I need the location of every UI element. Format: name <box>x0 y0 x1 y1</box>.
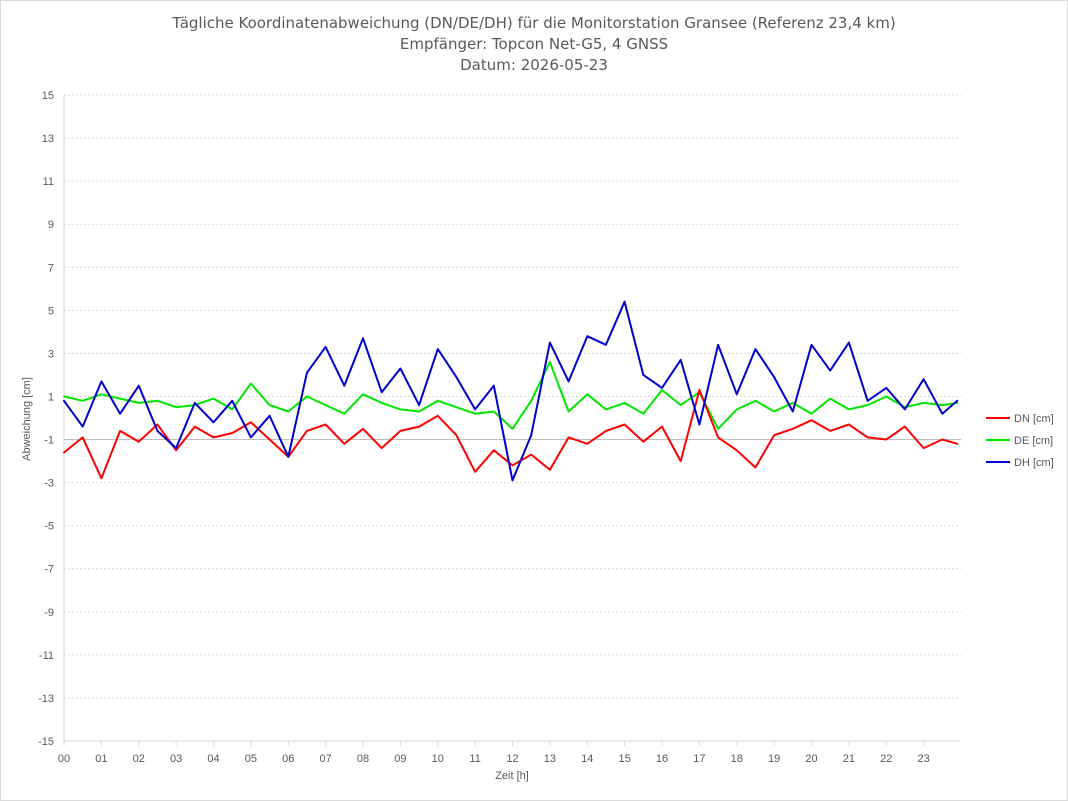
chart-title-line-1: Tägliche Koordinatenabweichung (DN/DE/DH… <box>171 14 895 32</box>
y-tick-label: -1 <box>44 435 54 447</box>
x-tick-label: 12 <box>506 753 518 765</box>
gridlines <box>63 94 961 742</box>
y-tick-label: 5 <box>48 305 54 317</box>
y-tick-label: -15 <box>38 736 54 748</box>
x-tick-label: 00 <box>58 753 70 765</box>
y-tick-label: 3 <box>48 348 54 360</box>
x-axis-ticks: 00 01 02 03 04 05 06 07 08 09 10 11 12 13 14 15 16 17 18 19… <box>58 741 930 765</box>
y-tick-label: -7 <box>44 564 54 576</box>
x-tick-label: 15 <box>619 753 631 765</box>
x-tick-label: 18 <box>731 753 743 765</box>
chart-title-line-2: Empfänger: Topcon Net-G5, 4 GNSS <box>400 35 668 53</box>
y-tick-label: -9 <box>44 607 54 619</box>
x-tick-label: 10 <box>432 753 444 765</box>
y-axis-title: Abweichung [cm] <box>21 377 33 461</box>
x-tick-label: 14 <box>581 753 593 765</box>
legend-label-de: DE [cm] <box>1014 435 1053 447</box>
x-tick-label: 19 <box>768 753 780 765</box>
x-tick-label: 22 <box>880 753 892 765</box>
legend-label-dh: DH [cm] <box>1014 457 1054 469</box>
series-line-de <box>63 361 959 430</box>
y-axis-ticks: 15 13 11 9 7 5 3 1 -1 -3 -5 -7 -9 -11 -13 -15 <box>38 90 54 748</box>
x-tick-label: 20 <box>805 753 817 765</box>
x-tick-label: 03 <box>170 753 182 765</box>
y-tick-label: 11 <box>43 176 54 188</box>
legend: DN [cm] DE [cm] DH [cm] <box>986 413 1054 469</box>
chart-title: Tägliche Koordinatenabweichung (DN/DE/DH… <box>171 14 895 74</box>
y-tick-label: -11 <box>39 650 54 662</box>
x-axis-title: Zeit [h] <box>495 770 529 782</box>
y-tick-label: 13 <box>42 133 54 145</box>
x-tick-label: 09 <box>394 753 406 765</box>
x-tick-label: 23 <box>918 753 930 765</box>
series-lines <box>63 300 959 482</box>
x-tick-label: 05 <box>245 753 257 765</box>
x-tick-label: 08 <box>357 753 369 765</box>
x-tick-label: 01 <box>95 753 107 765</box>
legend-label-dn: DN [cm] <box>1014 413 1054 425</box>
x-tick-label: 21 <box>843 753 855 765</box>
chart-title-line-3: Datum: 2026-05-23 <box>460 56 608 74</box>
y-tick-label: -3 <box>44 478 54 490</box>
y-tick-label: -13 <box>38 693 54 705</box>
x-tick-label: 17 <box>693 753 705 765</box>
y-tick-label: 9 <box>48 219 54 231</box>
y-tick-label: 7 <box>48 262 54 274</box>
y-tick-label: -5 <box>44 521 54 533</box>
x-tick-label: 11 <box>469 753 480 765</box>
y-tick-label: 15 <box>42 90 54 102</box>
y-tick-label: 1 <box>48 391 54 403</box>
x-tick-label: 06 <box>282 753 294 765</box>
series-line-dh <box>63 300 959 482</box>
x-tick-label: 13 <box>544 753 556 765</box>
x-tick-label: 04 <box>207 753 219 765</box>
series-line-dn <box>63 389 959 480</box>
x-tick-label: 07 <box>320 753 332 765</box>
x-tick-label: 02 <box>133 753 145 765</box>
x-tick-label: 16 <box>656 753 668 765</box>
